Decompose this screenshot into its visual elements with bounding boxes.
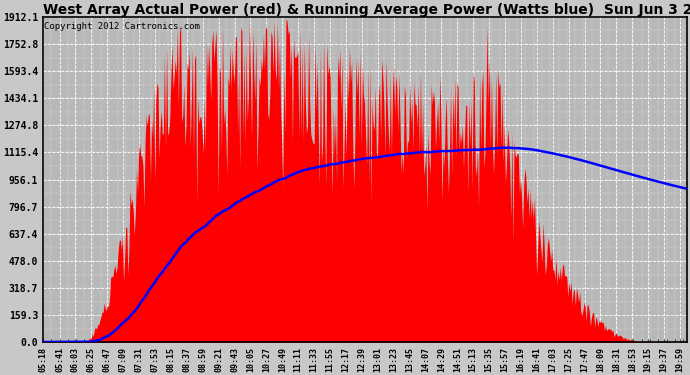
Text: West Array Actual Power (red) & Running Average Power (Watts blue)  Sun Jun 3 20: West Array Actual Power (red) & Running …	[43, 3, 690, 17]
Text: Copyright 2012 Cartronics.com: Copyright 2012 Cartronics.com	[43, 22, 199, 31]
